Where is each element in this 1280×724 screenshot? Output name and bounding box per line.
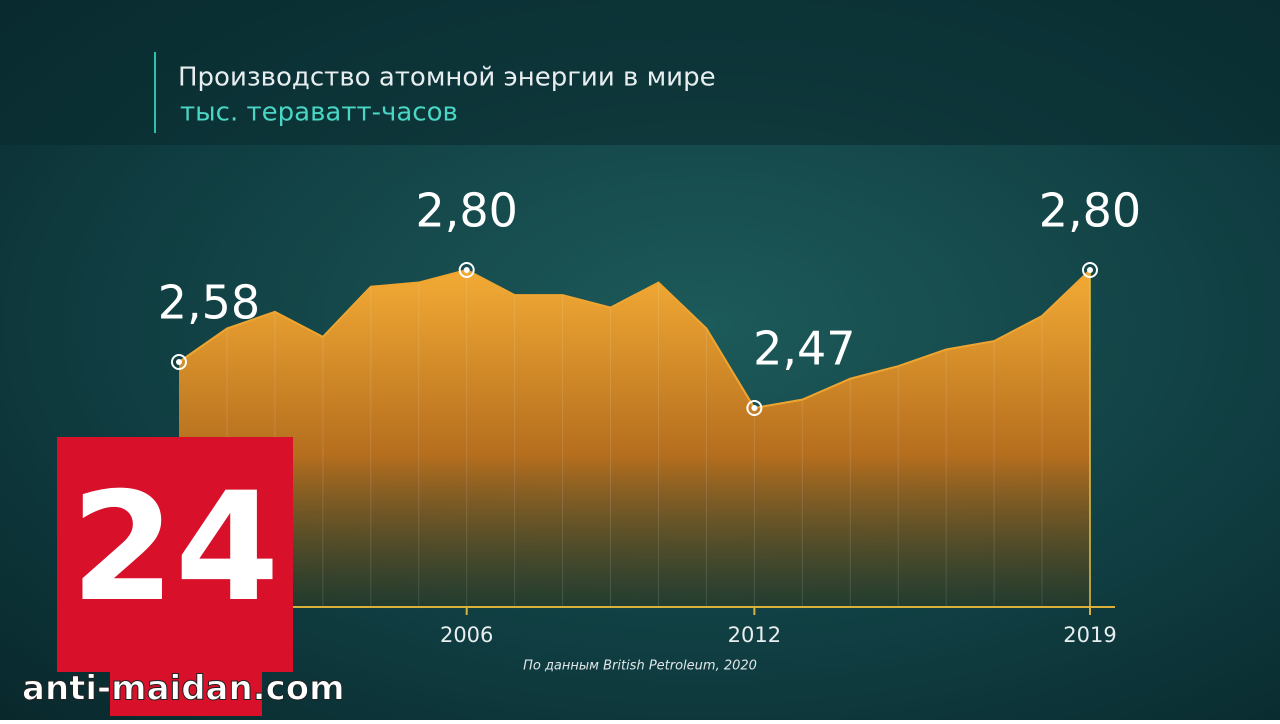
point-dot: [751, 405, 758, 411]
value-label: 2,47: [753, 322, 855, 376]
area-edge: [178, 268, 1091, 410]
watermark: anti-maidan.com: [22, 669, 345, 709]
value-label: 2,58: [158, 276, 260, 330]
header-band: [0, 0, 1280, 145]
value-label: 2,80: [1039, 184, 1141, 238]
point-marker: [1082, 262, 1098, 278]
point-marker: [458, 262, 475, 278]
source-note: По данным British Petroleum, 2020: [523, 659, 757, 674]
watermark-box: [110, 656, 262, 716]
point-marker: [746, 400, 763, 416]
value-label: 2,80: [415, 184, 517, 238]
point-marker: [171, 354, 187, 370]
point-dot: [1087, 267, 1093, 273]
chart-title: Производство атомной энергии в мире: [178, 63, 716, 93]
point-dot: [463, 267, 470, 273]
point-dot: [176, 359, 182, 365]
logo-text: 24: [71, 461, 280, 635]
x-tick-label: 2006: [440, 623, 493, 647]
x-tick-label: 2019: [1063, 623, 1116, 647]
x-tick-label: 2012: [728, 623, 781, 647]
plot: 2006 2012 2019 2,58 2,80 2,47 2,80: [158, 184, 1141, 648]
chart-subtitle: тыс. тераватт-часов: [180, 98, 458, 128]
area: [179, 270, 1090, 607]
logo-box: [57, 437, 293, 672]
